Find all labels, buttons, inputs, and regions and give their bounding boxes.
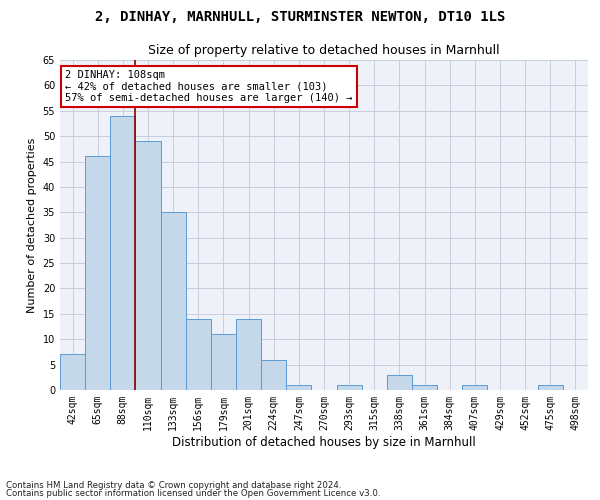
Bar	[337, 385, 362, 390]
Y-axis label: Number of detached properties: Number of detached properties	[27, 138, 37, 312]
Bar	[286, 385, 311, 390]
Bar	[186, 319, 211, 390]
Bar	[538, 385, 563, 390]
Bar	[161, 212, 186, 390]
X-axis label: Distribution of detached houses by size in Marnhull: Distribution of detached houses by size …	[172, 436, 476, 448]
Text: Contains HM Land Registry data © Crown copyright and database right 2024.: Contains HM Land Registry data © Crown c…	[6, 481, 341, 490]
Text: Contains public sector information licensed under the Open Government Licence v3: Contains public sector information licen…	[6, 488, 380, 498]
Title: Size of property relative to detached houses in Marnhull: Size of property relative to detached ho…	[148, 44, 500, 58]
Bar	[462, 385, 487, 390]
Bar	[136, 141, 161, 390]
Bar	[60, 354, 85, 390]
Bar	[85, 156, 110, 390]
Bar	[261, 360, 286, 390]
Text: 2, DINHAY, MARNHULL, STURMINSTER NEWTON, DT10 1LS: 2, DINHAY, MARNHULL, STURMINSTER NEWTON,…	[95, 10, 505, 24]
Text: 2 DINHAY: 108sqm
← 42% of detached houses are smaller (103)
57% of semi-detached: 2 DINHAY: 108sqm ← 42% of detached house…	[65, 70, 353, 103]
Bar	[236, 319, 261, 390]
Bar	[412, 385, 437, 390]
Bar	[211, 334, 236, 390]
Bar	[387, 375, 412, 390]
Bar	[110, 116, 136, 390]
